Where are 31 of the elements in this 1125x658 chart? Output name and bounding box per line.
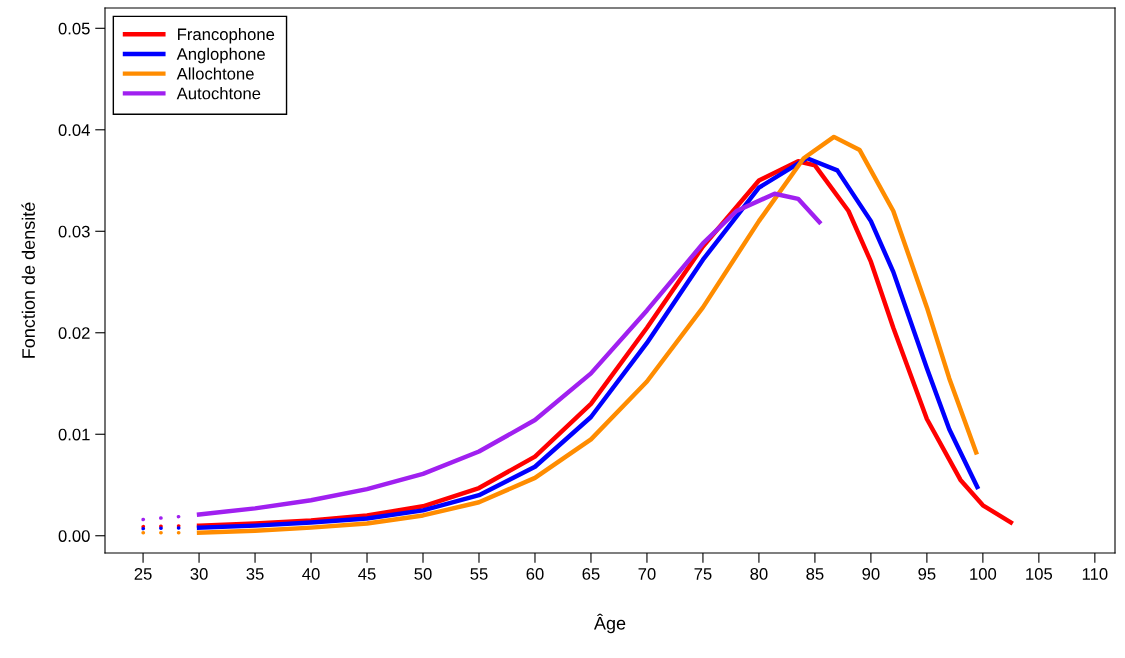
y-axis-title: Fonction de densité (21, 202, 35, 358)
x-tick-label: 105 (1026, 568, 1053, 580)
y-tick-label: 0.00 (58, 530, 90, 542)
legend-label: Autochtone (176, 87, 261, 100)
x-tick-label: 30 (190, 568, 208, 580)
x-tick-label: 60 (526, 568, 544, 580)
y-tick-label: 0.03 (58, 225, 90, 238)
x-tick-label: 25 (134, 568, 152, 580)
x-tick-label: 85 (806, 568, 824, 580)
x-tick-label: 45 (358, 568, 376, 580)
legend-label: Francophone (178, 28, 275, 44)
x-tick-label: 55 (470, 568, 488, 580)
x-tick-label: 35 (246, 568, 264, 580)
line-series (196, 191, 822, 517)
y-tick-label: 0.04 (58, 124, 90, 136)
legend-label: Anglophone (176, 47, 265, 64)
x-tick-label: 110 (1082, 568, 1108, 580)
x-axis-title: Âge (593, 613, 626, 634)
x-tick-label: 100 (970, 568, 997, 580)
x-tick-label: 70 (638, 568, 656, 580)
y-tick-label: 0.02 (58, 327, 90, 339)
y-tick-label: 0.05 (58, 22, 90, 35)
x-tick-label: 40 (302, 568, 320, 580)
x-tick-label: 50 (414, 568, 432, 580)
legend-label: Allochtone (176, 67, 254, 80)
x-tick-label: 75 (694, 568, 712, 580)
x-tick-label: 90 (862, 568, 880, 580)
x-tick-label: 80 (750, 568, 768, 580)
y-tick-label: 0.01 (58, 428, 90, 441)
x-tick-label: 95 (918, 568, 936, 580)
x-tick-label: 65 (582, 568, 600, 580)
